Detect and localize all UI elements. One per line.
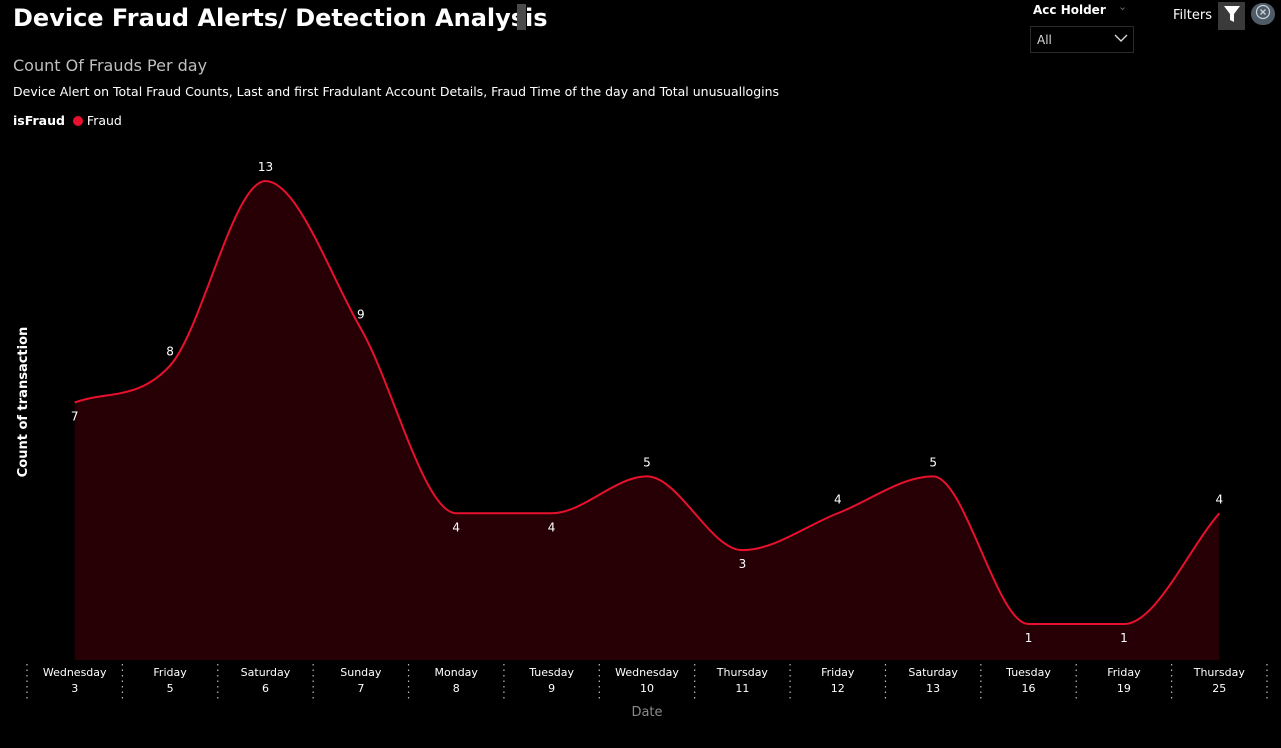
data-label: 4 [548,520,556,534]
x-tick-label-date: 8 [453,682,460,695]
x-tick-label-date: 25 [1212,682,1226,695]
x-tick-label-day: Thursday [716,666,769,679]
x-tick-label-date: 7 [357,682,364,695]
slicer-dropdown[interactable]: All [1030,26,1134,53]
data-label: 13 [258,160,273,174]
chart-title: Count Of Frauds Per day [13,56,208,75]
x-tick-label-date: 16 [1022,682,1036,695]
x-tick-label-day: Friday [1107,666,1141,679]
chart-subtitle: Device Alert on Total Fraud Counts, Last… [13,84,780,99]
x-axis-title: Date [631,705,662,720]
x-tick-label-day: Tuesday [1005,666,1051,679]
data-label: 4 [834,492,842,506]
x-axis: Wednesday 3 Friday 5 Saturday 6 Sunday 7 Monday 8… [26,664,1268,700]
x-tick-label-day: Friday [153,666,187,679]
filter-button[interactable] [1218,2,1245,30]
x-tick-label-date: 12 [831,682,845,695]
data-label: 1 [1120,631,1128,645]
slicer-selected-value: All [1037,33,1052,47]
acc-holder-slicer[interactable]: Acc Holder ⌄ All [1030,0,1134,53]
data-label-layer: 7 8 13 9 4 4 5 3 4 5 1 1 4 [71,160,1223,645]
x-tick-label-day: Friday [821,666,855,679]
data-label: 9 [357,308,365,322]
data-label: 7 [71,410,79,424]
x-tick-label-date: 3 [71,682,78,695]
y-axis-title: Count of transaction [16,327,31,478]
data-label: 5 [643,455,651,469]
data-label: 5 [929,455,937,469]
legend-title: isFraud [13,113,65,128]
close-button[interactable] [1251,3,1275,25]
x-tick-label-day: Sunday [340,666,382,679]
filter-funnel-icon [1223,4,1241,28]
legend-entry-fraud: Fraud [86,113,122,128]
chevron-down-icon[interactable] [1113,30,1129,50]
x-tick-label-day: Monday [435,666,479,679]
slicer-label: Acc Holder [1033,3,1106,17]
data-label: 4 [452,520,460,534]
chevron-down-icon[interactable]: ⌄ [1118,0,1128,13]
filters-label: Filters [1173,8,1212,23]
fraud-series-line[interactable] [74,179,1221,626]
data-label: 1 [1025,631,1033,645]
fraud-area-fill [74,181,1220,660]
x-tick-label-day: Saturday [241,666,291,679]
x-tick-label-day: Wednesday [615,666,679,679]
page-title: Device Fraud Alerts/ Detection Analysis [13,4,548,32]
area-layer [74,179,1221,660]
data-label: 4 [1215,492,1223,506]
x-tick-label-date: 10 [640,682,654,695]
x-tick-label-date: 19 [1117,682,1131,695]
data-label: 3 [739,557,747,571]
x-tick-label-date: 6 [262,682,269,695]
x-tick-label-day: Wednesday [43,666,107,679]
data-label: 8 [166,345,174,359]
x-tick-label-date: 11 [735,682,749,695]
x-tick-label-date: 9 [548,682,555,695]
x-tick-label-day: Thursday [1193,666,1246,679]
x-tick-label-date: 13 [926,682,940,695]
x-tick-label-date: 5 [167,682,174,695]
x-tick-label-day: Saturday [908,666,958,679]
title-divider [517,4,526,30]
legend-marker [72,115,83,126]
x-tick-label-day: Tuesday [528,666,574,679]
chart-legend: isFraud Fraud [13,113,122,128]
close-circle-icon [1255,4,1271,24]
